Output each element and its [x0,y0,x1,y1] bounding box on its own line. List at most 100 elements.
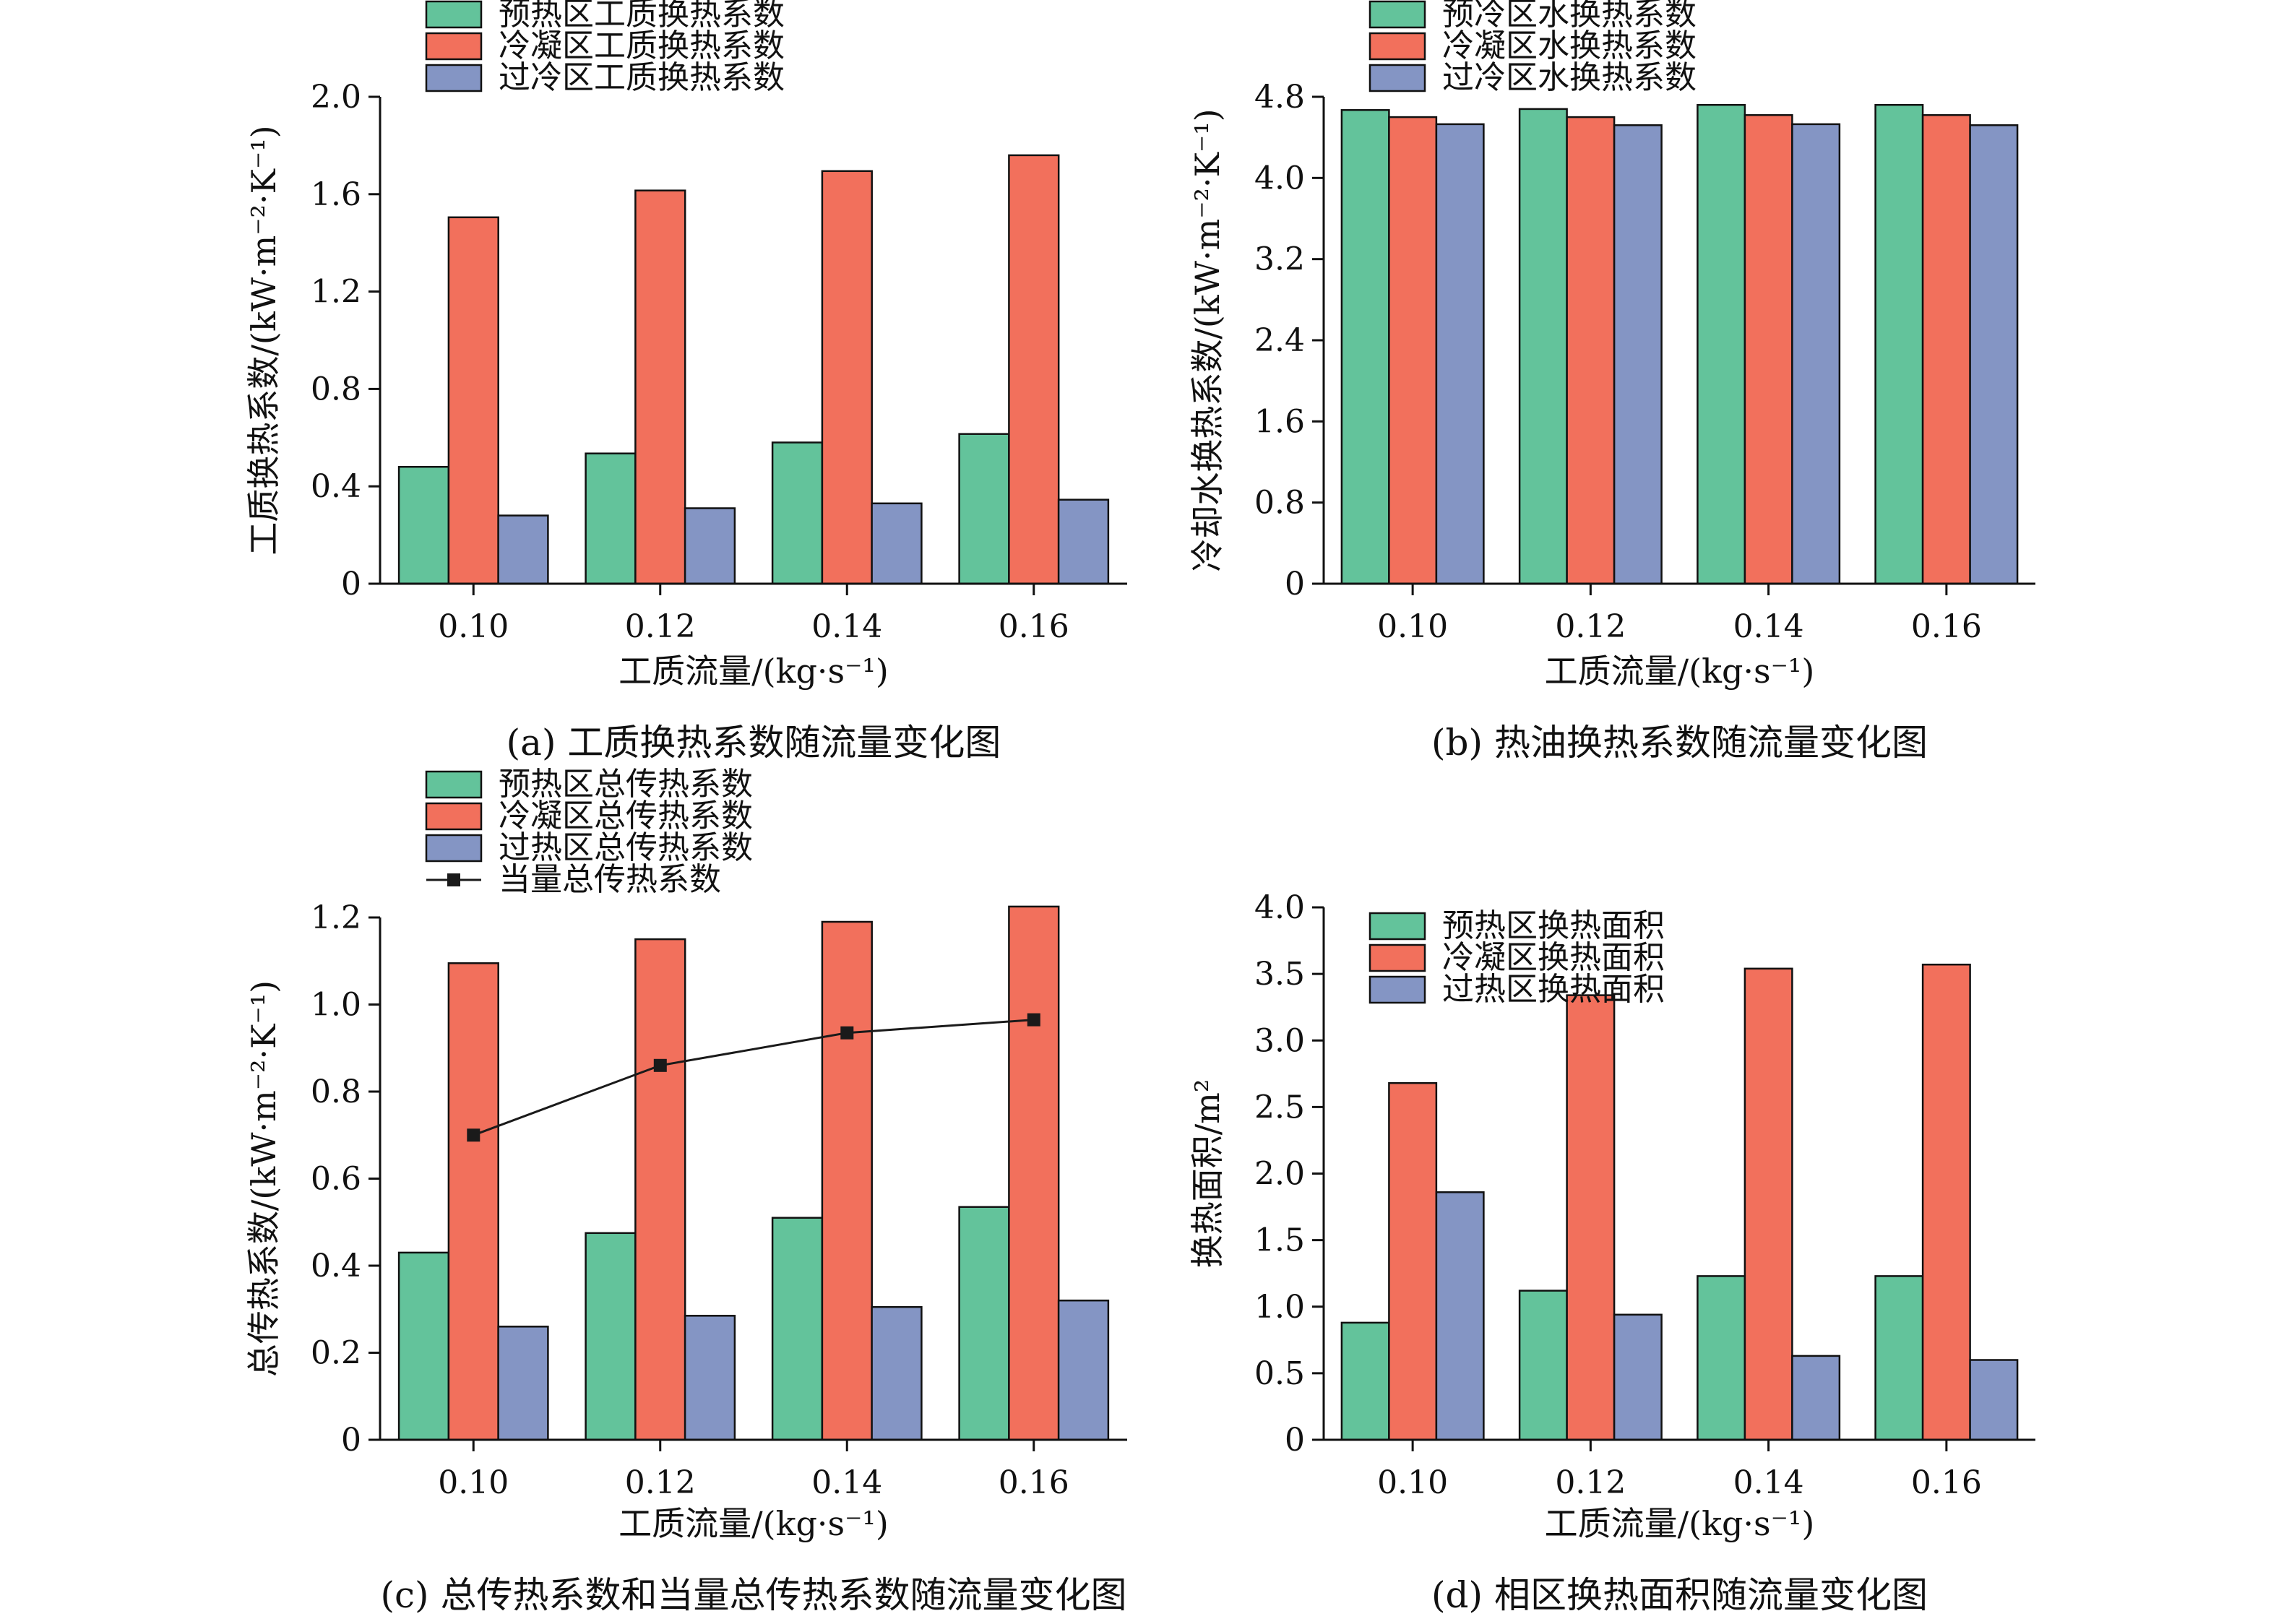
y-tick-label-a: 1.6 [311,176,361,213]
y-tick-label-d: 0.5 [1254,1355,1305,1392]
legend-swatch-c-0 [425,770,483,799]
legend-swatch-c-1 [425,802,483,831]
y-tick-label-d: 1.5 [1254,1222,1305,1259]
legend-swatch-d-1 [1368,943,1426,972]
bar-a-s0-0.16 [958,433,1010,585]
x-tick-label-b: 0.12 [1555,608,1626,645]
x-tick-label-d: 0.14 [1733,1464,1804,1501]
x-tick-label-d: 0.10 [1377,1464,1448,1501]
bar-c-s1-0.16 [1008,905,1060,1441]
bar-a-s1-0.16 [1008,154,1060,585]
line-series-c [473,1019,1034,1136]
bar-c-s1-0.12 [634,938,686,1441]
y-tick-label-a: 0.4 [311,468,361,505]
x-tick-label-b: 0.10 [1377,608,1448,645]
bar-d-s2-0.10 [1435,1191,1485,1441]
bar-b-s1-0.14 [1743,114,1793,585]
x-tick-label-c: 0.14 [811,1464,882,1501]
legend-swatch-a-1 [425,32,483,61]
bar-d-s1-0.12 [1566,994,1616,1441]
chart-panel-c: 0 0.2 0.4 0.6 0.8 1.0 1.2 0.10 0.12 0.14 0.16 工质流量/… [244,766,1127,1616]
legend-label-b-1: 冷凝区水换热系数 [1442,27,1697,64]
y-axis-label-d: 换热面积/m² [1188,1079,1227,1269]
caption-d: (d) 相区换热面积随流量变化图 [1431,1574,1928,1616]
bar-c-s0-0.14 [771,1217,824,1441]
chart-panel-a: 0 0.4 0.8 1.2 1.6 2.0 0.10 0.12 0.14 0.16 工质流量/(kg… [244,0,1127,764]
legend-label-d-2: 过热区换热面积 [1442,971,1665,1008]
y-tick-label-b: 2.4 [1254,322,1305,359]
y-tick-label-b: 4.8 [1254,79,1305,116]
line-point-c-0.12 [653,1058,667,1072]
y-tick-label-c: 1.2 [311,899,361,936]
bar-c-s1-0.14 [821,920,873,1441]
bar-b-s1-0.12 [1566,116,1616,585]
x-tick-label-a: 0.16 [999,608,1069,645]
x-tick-label-d: 0.12 [1555,1464,1626,1501]
x-tick-label-a: 0.14 [811,608,882,645]
y-tick-label-b: 0.8 [1254,485,1305,522]
bar-c-s2-0.12 [684,1315,736,1441]
x-axis-label-d: 工质流量/(kg·s⁻¹) [1545,1504,1815,1543]
bar-d-s2-0.12 [1613,1313,1663,1441]
bar-c-s2-0.14 [871,1305,923,1441]
bar-a-s0-0.10 [397,465,450,585]
y-tick-label-c: 0.8 [311,1074,361,1110]
y-axis-label-a: 工质换热系数/(kW·m⁻²·K⁻¹) [244,125,283,555]
caption-b: (b) 热油换热系数随流量变化图 [1431,722,1928,764]
y-tick-label-d: 2.0 [1254,1156,1305,1193]
legend-swatch-b-2 [1368,64,1426,92]
bar-a-s1-0.14 [821,170,873,585]
legend-swatch-b-1 [1368,32,1426,61]
legend-label-a-0: 预热区工质换热系数 [499,0,785,33]
y-tick-label-d: 4.0 [1254,889,1305,926]
x-tick-label-b: 0.14 [1733,608,1804,645]
bar-d-s0-0.12 [1518,1290,1568,1441]
caption-c: (c) 总传热系数和当量总传热系数随流量变化图 [381,1574,1127,1616]
chart-panel-b: 0 0.8 1.6 2.4 3.2 4.0 4.8 0.10 0.12 0.14 0.16 工质流量/… [1188,0,2035,764]
legend-swatch-c-2 [425,834,483,863]
bar-d-s2-0.14 [1791,1355,1841,1441]
legend-swatch-d-2 [1368,975,1426,1004]
x-tick-label-a: 0.10 [438,608,509,645]
bar-a-s0-0.12 [585,452,637,585]
bar-a-s0-0.14 [771,441,824,585]
x-axis-label-a: 工质流量/(kg·s⁻¹) [618,652,889,691]
x-tick-label-c: 0.10 [438,1464,509,1501]
bar-c-s2-0.16 [1057,1299,1110,1441]
bar-a-s2-0.16 [1057,498,1110,585]
y-tick-label-c: 0.4 [311,1248,361,1284]
y-tick-label-c: 0.2 [311,1335,361,1372]
legend-label-c-3: 当量总传热系数 [499,861,721,898]
bar-b-s0-0.10 [1340,109,1390,585]
x-tick-label-b: 0.16 [1911,608,1982,645]
y-axis-label-b: 冷却水换热系数/(kW·m⁻²·K⁻¹) [1188,108,1227,571]
bar-d-s0-0.14 [1697,1275,1746,1441]
bar-b-s0-0.14 [1697,103,1746,585]
y-tick-label-b: 3.2 [1254,241,1305,278]
legend-swatch-d-0 [1368,912,1426,941]
bar-b-s1-0.16 [1921,114,1971,585]
chart-panel-d: 0 0.5 1.0 1.5 2.0 2.5 3.0 3.5 4.0 0.10 0.12 0.14 0.1… [1188,889,2035,1616]
bar-c-s1-0.10 [447,962,499,1441]
bar-b-s1-0.10 [1388,116,1438,585]
legend-label-b-2: 过冷区水换热系数 [1442,59,1697,96]
legend-label-d-0: 预热区换热面积 [1442,907,1665,944]
legend-label-d-1: 冷凝区换热面积 [1442,939,1665,976]
bar-d-s0-0.16 [1874,1275,1924,1441]
y-tick-label-b: 4.0 [1254,160,1305,196]
legend-label-c-2: 过热区总传热系数 [499,829,753,866]
y-tick-label-d: 3.0 [1254,1022,1305,1059]
y-tick-label-d: 3.5 [1254,956,1305,993]
y-tick-label-b: 1.6 [1254,403,1305,440]
bar-d-s0-0.10 [1340,1321,1390,1441]
bar-a-s1-0.12 [634,189,686,585]
y-tick-label-b: 0 [1285,566,1305,602]
legend-label-b-0: 预冷区水换热系数 [1442,0,1697,33]
legend-label-a-1: 冷凝区工质换热系数 [499,27,785,64]
x-tick-label-a: 0.12 [625,608,696,645]
bar-d-s2-0.16 [1969,1359,2019,1441]
bar-c-s0-0.10 [397,1251,450,1441]
